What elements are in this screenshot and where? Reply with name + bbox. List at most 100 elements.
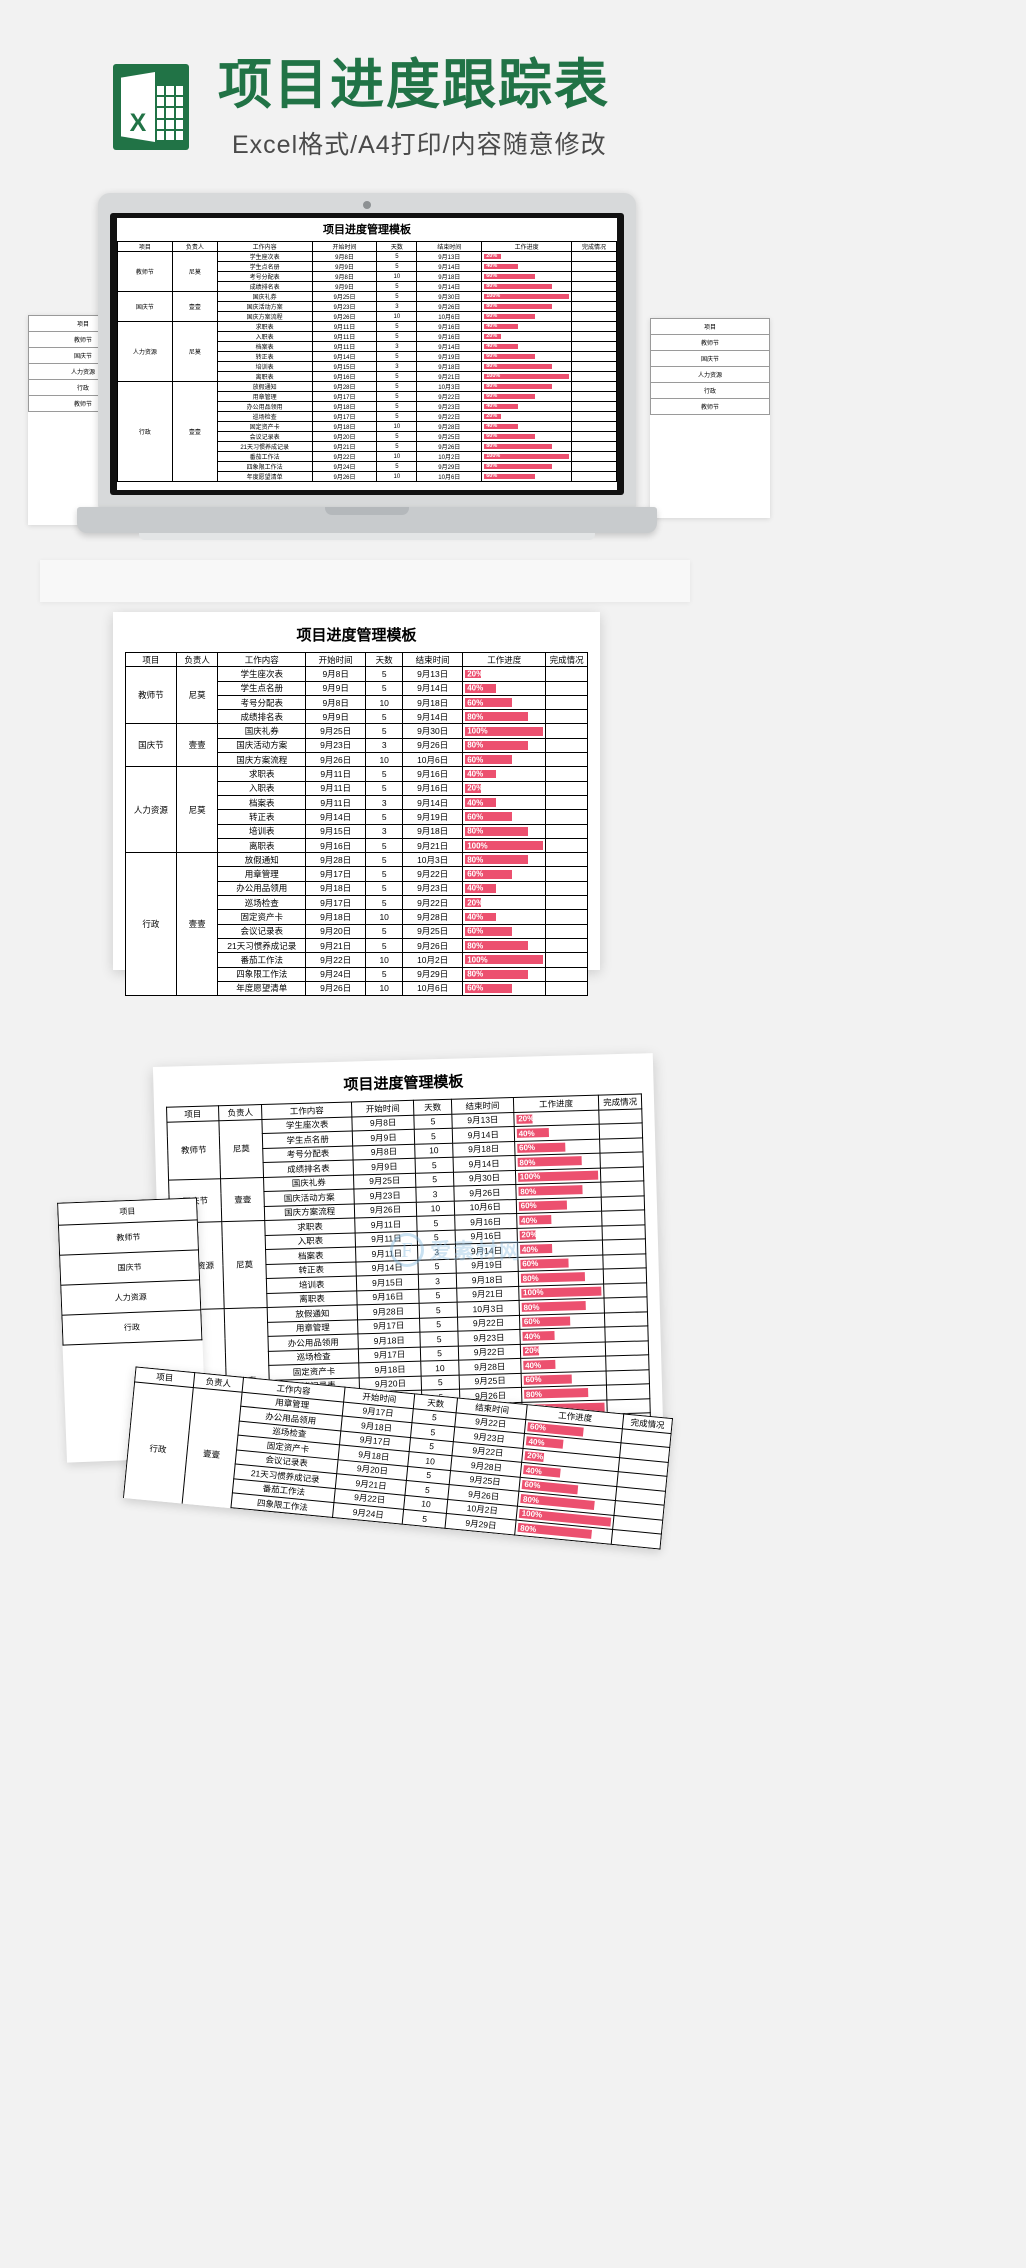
cell-start: 9月25日 bbox=[305, 723, 367, 739]
cell-task: 年度愿望清单 bbox=[217, 980, 307, 997]
cell-progress-bar: 80% bbox=[462, 709, 547, 725]
cell-status bbox=[571, 251, 617, 262]
progress-label: 80% bbox=[486, 283, 498, 290]
progress-label: 20% bbox=[521, 1230, 538, 1240]
cell-task: 办公用品领用 bbox=[216, 401, 313, 412]
cell-owner: 尼莫 bbox=[221, 1220, 268, 1309]
cell-end: 9月18日 bbox=[402, 823, 464, 839]
cell-end: 9月22日 bbox=[416, 391, 483, 402]
progress-label: 80% bbox=[467, 740, 484, 750]
table-row: 国庆方案流程 9月26日 10 10月6日 60% bbox=[118, 311, 617, 322]
cell-status bbox=[545, 752, 588, 768]
progress-label: 60% bbox=[522, 1259, 539, 1269]
progress-label: 80% bbox=[522, 1273, 539, 1284]
cell-task: 转正表 bbox=[216, 351, 313, 362]
cell-end: 9月22日 bbox=[402, 866, 464, 882]
cell-status bbox=[545, 823, 588, 839]
progress-label: 40% bbox=[528, 1436, 546, 1448]
progress-label: 60% bbox=[525, 1375, 542, 1385]
progress-label: 60% bbox=[467, 869, 484, 879]
cell-status bbox=[605, 1354, 650, 1371]
cell-start: 9月11日 bbox=[305, 794, 367, 811]
cell-task: 国庆礼券 bbox=[216, 291, 313, 302]
cell-end: 9月14日 bbox=[416, 281, 483, 292]
cell-days: 5 bbox=[376, 371, 418, 382]
cell-status bbox=[571, 291, 617, 302]
progress-label: 60% bbox=[524, 1480, 541, 1491]
cell-end: 9月19日 bbox=[416, 351, 483, 362]
cell-status bbox=[571, 261, 617, 272]
progress-label: 20% bbox=[526, 1451, 544, 1462]
cell-start: 9月17日 bbox=[305, 895, 367, 911]
cell-start: 9月9日 bbox=[311, 281, 378, 292]
cell-status bbox=[545, 980, 588, 997]
cell-progress-bar: 80% bbox=[462, 737, 547, 754]
cell-start: 9月8日 bbox=[305, 694, 367, 711]
cell-progress-bar: 100% bbox=[462, 837, 547, 854]
cell-task: 用章管理 bbox=[216, 391, 313, 402]
cell-start: 9月16日 bbox=[311, 371, 378, 382]
cell-status bbox=[571, 471, 617, 482]
cell-owner: 尼莫 bbox=[175, 766, 219, 854]
cell-start: 9月28日 bbox=[305, 852, 367, 868]
laptop-notch bbox=[325, 507, 409, 515]
progress-label: 60% bbox=[486, 313, 498, 320]
cell-progress-bar: 20% bbox=[481, 331, 573, 342]
progress-label: 40% bbox=[467, 683, 484, 693]
column-header-0: 项目 bbox=[166, 1105, 220, 1122]
cell-progress-bar: 100% bbox=[462, 952, 547, 968]
cell-days: 5 bbox=[413, 1113, 453, 1130]
cell-end: 9月18日 bbox=[402, 694, 464, 711]
cell-days: 5 bbox=[365, 709, 404, 725]
cell-task: 会议记录表 bbox=[216, 431, 313, 442]
cell-end: 9月16日 bbox=[416, 331, 483, 342]
cell-task: 学生座次表 bbox=[216, 251, 313, 262]
cell-days: 5 bbox=[421, 1374, 460, 1391]
cell-progress-bar: 40% bbox=[481, 341, 573, 352]
cell-status bbox=[601, 1195, 645, 1212]
progress-label: 40% bbox=[467, 912, 484, 922]
cell-start: 9月17日 bbox=[305, 866, 367, 882]
cell-status bbox=[571, 341, 617, 352]
progress-label: 20% bbox=[467, 898, 484, 908]
cell-status bbox=[571, 461, 617, 472]
cell-project: 人力资源 bbox=[117, 321, 173, 382]
cell-end: 10月2日 bbox=[402, 952, 464, 968]
column-header-4: 天数 bbox=[413, 1099, 452, 1115]
progress-label: 100% bbox=[486, 373, 501, 380]
cell-start: 9月25日 bbox=[311, 291, 378, 302]
progress-label: 40% bbox=[467, 769, 484, 779]
progress-label: 100% bbox=[467, 726, 488, 736]
ghost-row: 项目 bbox=[650, 318, 770, 335]
cell-start: 9月15日 bbox=[311, 361, 378, 372]
cell-task: 离职表 bbox=[217, 837, 307, 854]
cell-days: 5 bbox=[376, 321, 418, 332]
cell-start: 9月11日 bbox=[305, 766, 367, 782]
column-header-7: 完成情况 bbox=[571, 241, 617, 252]
progress-label: 100% bbox=[467, 955, 488, 965]
progress-label: 40% bbox=[486, 423, 498, 430]
cell-days: 5 bbox=[376, 331, 418, 342]
cell-days: 5 bbox=[376, 281, 418, 292]
cell-end: 9月28日 bbox=[416, 421, 483, 432]
progress-table-mid: 项目 负责人 工作内容 开始时间 天数 结束时间 工作进度 完成情况 教师节 尼莫 学生座次表 9月8… bbox=[125, 651, 588, 997]
cell-progress-bar: 40% bbox=[481, 321, 573, 332]
cell-status bbox=[545, 880, 588, 897]
table-header-row: 项目 负责人 工作内容 开始时间 天数 结束时间 工作进度 完成情况 bbox=[125, 651, 588, 668]
progress-label: 20% bbox=[467, 669, 484, 679]
cell-days: 5 bbox=[419, 1316, 458, 1333]
progress-label: 100% bbox=[486, 293, 501, 300]
cell-progress-bar: 40% bbox=[481, 261, 573, 272]
cell-days: 5 bbox=[365, 723, 404, 739]
cell-days: 5 bbox=[365, 837, 404, 854]
table-row: 国庆活动方案 9月23日 3 9月26日 80% bbox=[126, 737, 588, 754]
table-row: 离职表 9月16日 5 9月21日 100% bbox=[126, 837, 588, 854]
flat-sheet-page: 项目进度管理模板 项目 负责人 工作内容 开始时间 天数 结束时间 工作进度 完成情况 教师节尼… bbox=[113, 612, 600, 997]
cell-task: 放假通知 bbox=[216, 381, 313, 392]
cell-task: 巡场检查 bbox=[216, 411, 313, 422]
